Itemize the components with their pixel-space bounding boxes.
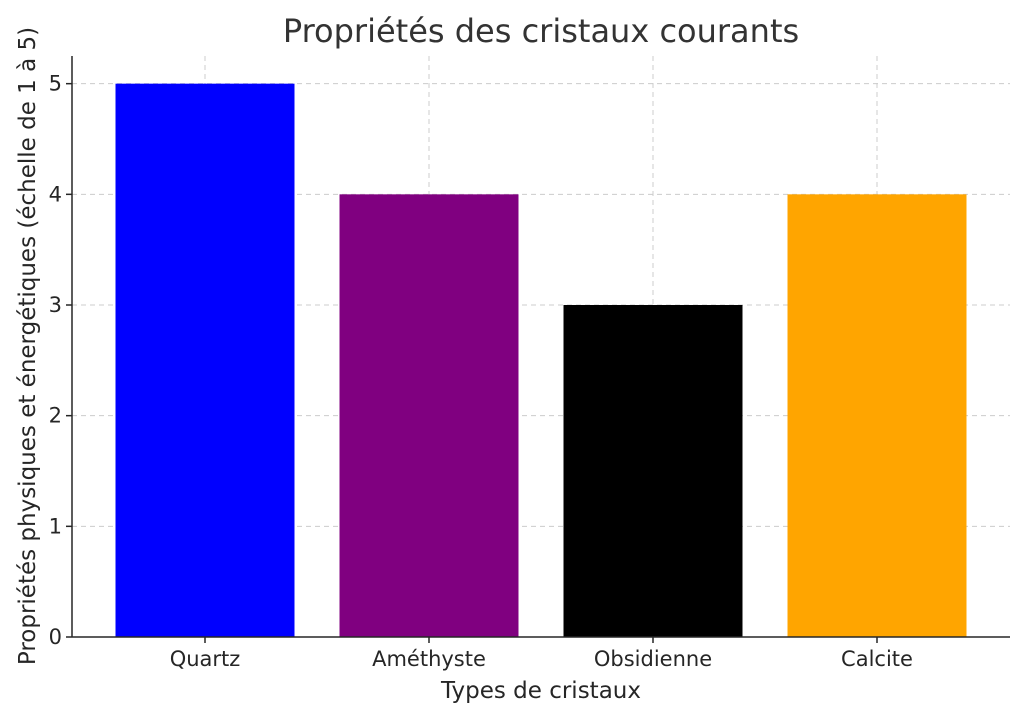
y-axis-label: Propriétés physiques et énergétiques (éc… — [15, 27, 41, 665]
bar-quartz — [115, 83, 295, 637]
x-tick-label-quartz: Quartz — [170, 647, 241, 671]
x-tick-label-calcite: Calcite — [841, 647, 913, 671]
y-axis-ticks: 0 1 2 3 4 5 — [49, 72, 72, 649]
y-tick-label-2: 2 — [49, 404, 62, 428]
bars — [115, 83, 967, 638]
x-tick-label-améthyste: Améthyste — [372, 647, 486, 671]
y-tick-label-0: 0 — [49, 625, 62, 649]
x-tick-label-obsidienne: Obsidienne — [594, 647, 712, 671]
x-axis-label: Types de cristaux — [440, 678, 641, 704]
bar-améthyste — [339, 194, 519, 638]
bar-obsidienne — [563, 305, 743, 637]
y-tick-label-4: 4 — [49, 182, 62, 206]
chart-title: Propriétés des cristaux courants — [283, 12, 799, 50]
x-axis-ticks: Quartz Améthyste Obsidienne Calcite — [170, 637, 913, 671]
y-tick-label-5: 5 — [49, 72, 62, 96]
bar-calcite — [787, 194, 967, 638]
y-tick-label-3: 3 — [49, 293, 62, 317]
y-tick-label-1: 1 — [49, 514, 62, 538]
